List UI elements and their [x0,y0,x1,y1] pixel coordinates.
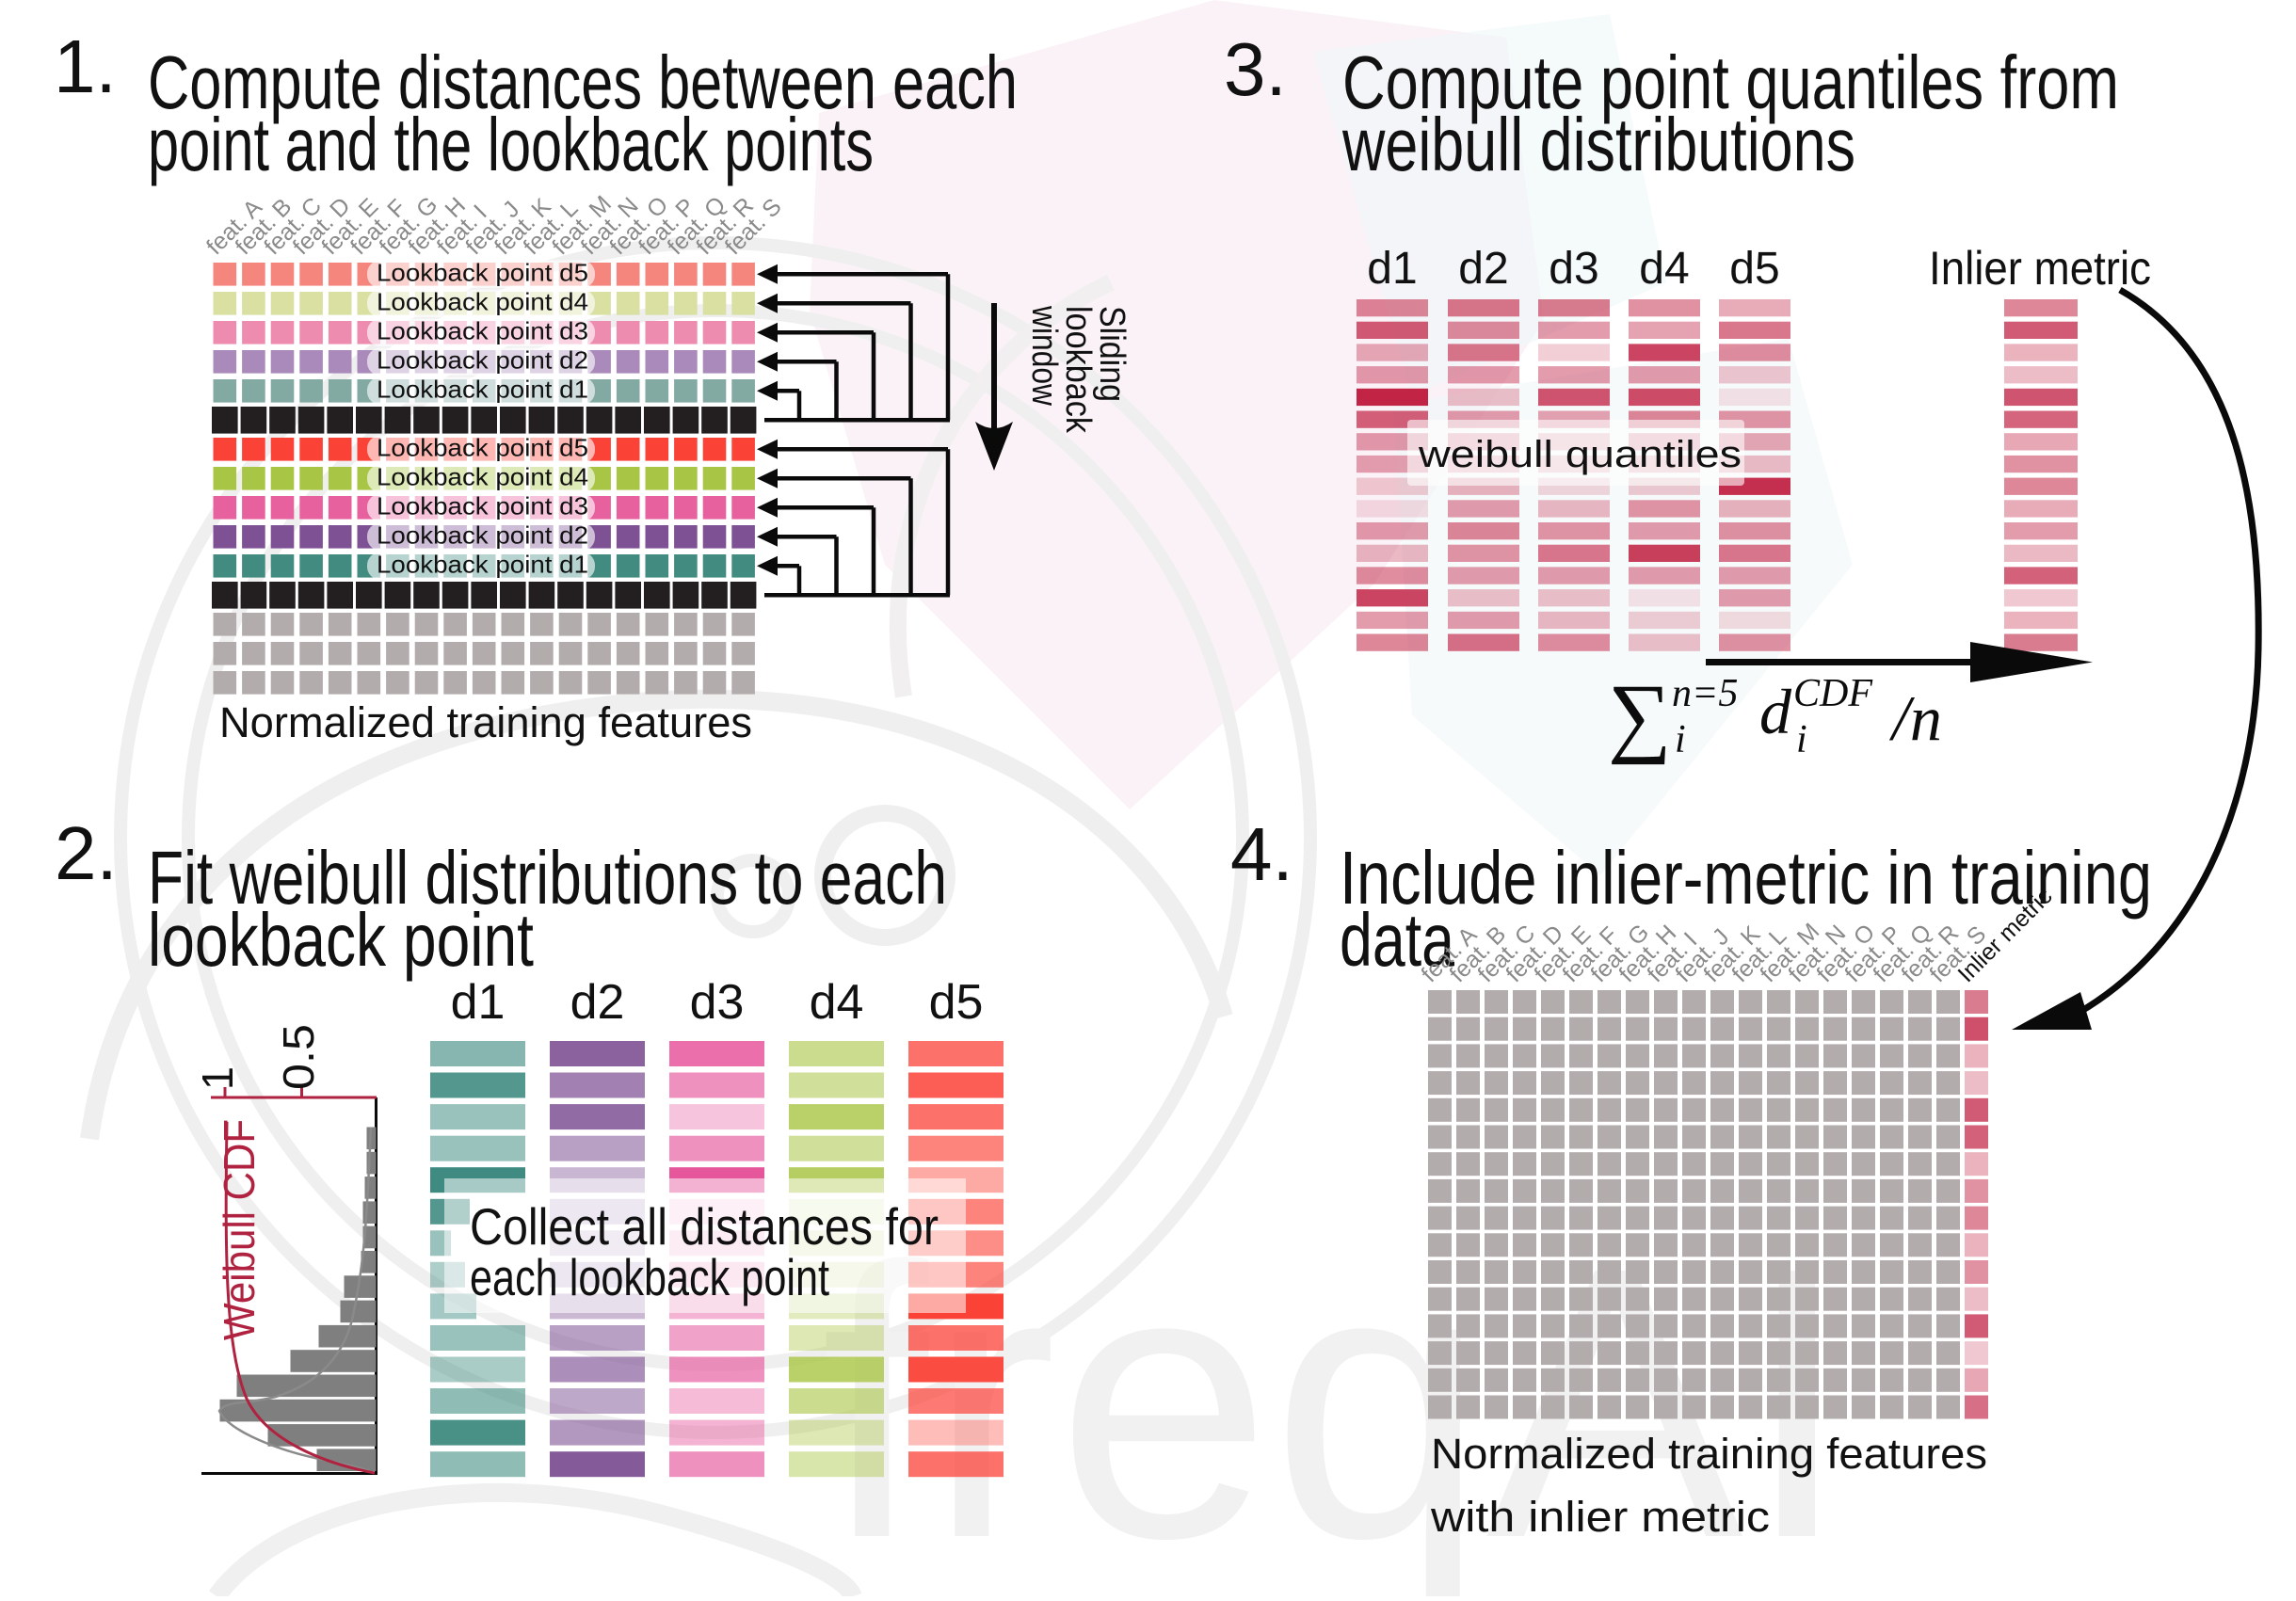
svg-text:1.: 1. [54,24,117,108]
svg-text:d5: d5 [1729,244,1779,294]
svg-text:Lookback point d1: Lookback point d1 [377,376,588,404]
svg-text:Sliding: Sliding [1092,306,1132,402]
svg-text:Include inlier-metric in train: Include inlier-metric in training [1340,836,2152,920]
svg-text:CDF: CDF [1793,672,1872,715]
svg-text:lookback: lookback [1058,306,1098,434]
svg-text:lookback point: lookback point [148,898,534,982]
svg-text:Lookback point d2: Lookback point d2 [377,521,588,550]
svg-text:weibull distributions: weibull distributions [1341,103,1855,186]
svg-text:d1: d1 [1367,244,1417,294]
svg-text:Lookback point d3: Lookback point d3 [377,317,588,345]
svg-text:∑: ∑ [1608,665,1672,765]
svg-text:/n: /n [1888,682,1942,754]
svg-text:n=5: n=5 [1672,672,1738,715]
svg-text:d3: d3 [690,975,745,1030]
svg-text:d3: d3 [1549,244,1598,294]
svg-text:Inlier metric: Inlier metric [1929,242,2151,295]
svg-text:Normalized training features: Normalized training features [219,698,752,746]
svg-text:d4: d4 [1639,244,1689,294]
svg-text:Compute distances between each: Compute distances between each [148,40,1018,124]
svg-text:Collect all distances for: Collect all distances for [470,1197,939,1256]
svg-text:d1: d1 [451,975,506,1030]
svg-text:d4: d4 [810,975,864,1030]
svg-text:2.: 2. [55,811,118,895]
svg-text:d5: d5 [929,975,984,1030]
svg-text:each lookback point: each lookback point [470,1248,829,1306]
svg-text:Weibull CDF: Weibull CDF [215,1119,264,1340]
svg-text:0.5: 0.5 [274,1024,323,1090]
svg-text:Lookback point d4: Lookback point d4 [377,463,588,491]
svg-text:4.: 4. [1230,812,1293,896]
svg-text:1: 1 [193,1066,242,1090]
svg-text:Lookback point d2: Lookback point d2 [377,346,588,375]
svg-text:d2: d2 [570,975,625,1030]
svg-text:d2: d2 [1458,244,1508,294]
svg-text:Fit weibull distributions to e: Fit weibull distributions to each [148,836,947,920]
svg-text:d: d [1759,676,1792,747]
svg-text:data: data [1340,898,1454,982]
svg-text:Lookback point d4: Lookback point d4 [377,288,588,316]
svg-text:3.: 3. [1224,27,1287,111]
svg-text:point and the lookback points: point and the lookback points [148,103,874,186]
svg-text:window: window [1024,305,1064,406]
svg-text:Lookback point d1: Lookback point d1 [377,551,588,579]
svg-text:with inlier metric: with inlier metric [1430,1493,1770,1541]
svg-text:Lookback point d5: Lookback point d5 [377,259,588,287]
svg-text:i: i [1796,718,1807,761]
svg-text:weibull quantiles: weibull quantiles [1418,434,1742,475]
svg-text:Normalized training features: Normalized training features [1431,1430,1987,1478]
svg-text:Lookback point d3: Lookback point d3 [377,492,588,520]
svg-text:Lookback point d5: Lookback point d5 [377,434,588,462]
svg-text:i: i [1675,718,1686,761]
svg-text:Compute point quantiles from: Compute point quantiles from [1342,40,2119,124]
